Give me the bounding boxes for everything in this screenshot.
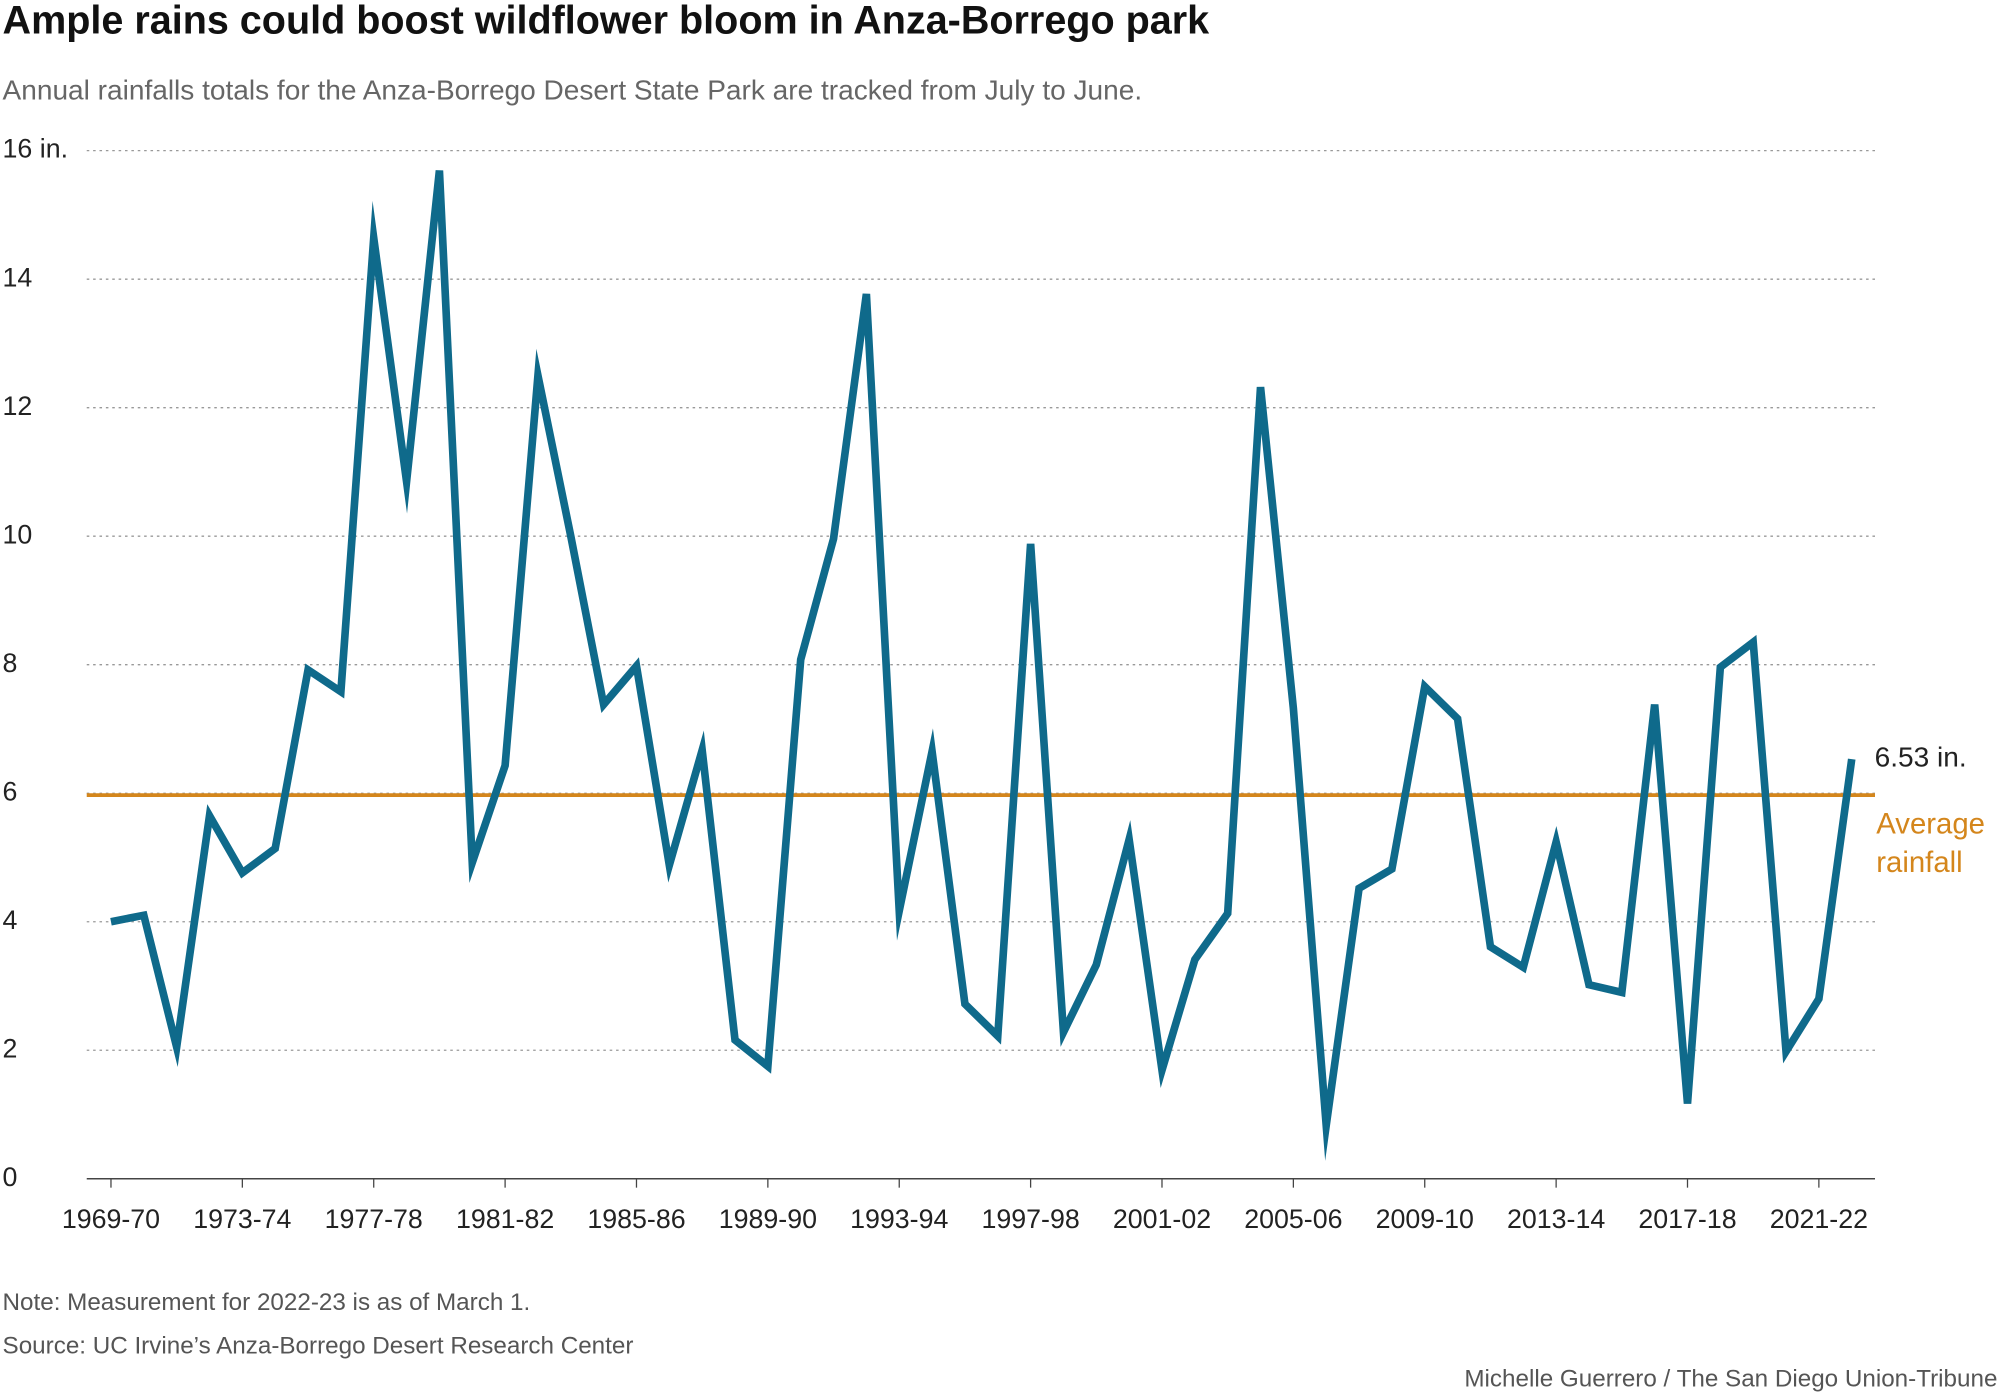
y-tick-label: 2 <box>3 1033 18 1063</box>
x-tick-label: 1985-86 <box>587 1204 685 1234</box>
credit: Michelle Guerrero / The San Diego Union-… <box>1464 1366 1997 1393</box>
x-tick-label: 1989-90 <box>719 1204 817 1234</box>
average-label: Average <box>1876 807 1985 840</box>
y-tick-label: 12 <box>3 391 33 421</box>
value-label: 6.53 in. <box>1875 742 1967 773</box>
x-tick-label: 1973-74 <box>193 1204 291 1234</box>
x-tick-label: 2021-22 <box>1770 1204 1868 1234</box>
chart-title: Ample rains could boost wildflower bloom… <box>3 0 1211 43</box>
y-tick-label: 0 <box>3 1162 18 1192</box>
data-line <box>110 170 1856 1161</box>
source: Source: UC Irvine’s Anza-Borrego Desert … <box>3 1333 634 1360</box>
x-tick-label: 1969-70 <box>62 1204 160 1234</box>
chart-subtitle: Annual rainfalls totals for the Anza-Bor… <box>3 74 1143 105</box>
x-tick-label: 2001-02 <box>1113 1204 1211 1234</box>
y-tick-label: 4 <box>3 905 18 935</box>
x-tick-label: 2013-14 <box>1507 1204 1605 1234</box>
x-tick-label: 2017-18 <box>1638 1204 1736 1234</box>
note: Note: Measurement for 2022-23 is as of M… <box>3 1289 531 1316</box>
x-tick-label: 1993-94 <box>850 1204 948 1234</box>
x-tick-label: 1997-98 <box>981 1204 1079 1234</box>
y-tick-label: 10 <box>3 519 33 549</box>
x-tick-label: 1981-82 <box>456 1204 554 1234</box>
x-tick-label: 1977-78 <box>325 1204 423 1234</box>
y-tick-label: 6 <box>3 776 18 806</box>
y-tick-label: 16 in. <box>3 134 68 164</box>
y-tick-label: 14 <box>3 262 33 292</box>
x-tick-label: 2005-06 <box>1244 1204 1342 1234</box>
average-label: rainfall <box>1876 846 1962 879</box>
x-tick-label: 2009-10 <box>1376 1204 1474 1234</box>
y-tick-label: 8 <box>3 648 18 678</box>
